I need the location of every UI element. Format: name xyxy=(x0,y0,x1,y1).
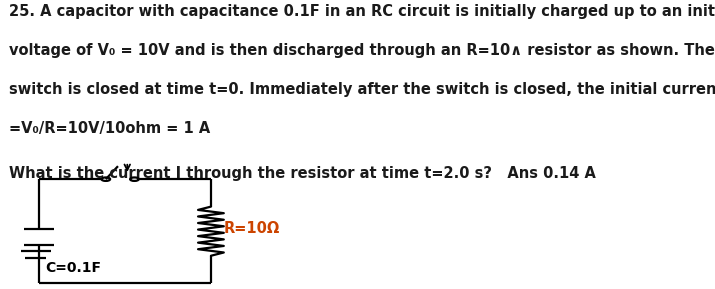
Text: =V₀/R=10V/10ohm = 1 A: =V₀/R=10V/10ohm = 1 A xyxy=(9,121,209,136)
Text: C=0.1F: C=0.1F xyxy=(45,261,101,275)
Text: switch is closed at time t=0. Immediately after the switch is closed, the initia: switch is closed at time t=0. Immediatel… xyxy=(9,82,715,97)
Text: 25. A capacitor with capacitance 0.1F in an RC circuit is initially charged up t: 25. A capacitor with capacitance 0.1F in… xyxy=(9,4,715,19)
Text: R=10Ω: R=10Ω xyxy=(224,221,280,236)
Text: What is the current I through the resistor at time t=2.0 s?   Ans 0.14 A: What is the current I through the resist… xyxy=(9,166,596,181)
Text: voltage of V₀ = 10V and is then discharged through an R=10∧ resistor as shown. T: voltage of V₀ = 10V and is then discharg… xyxy=(9,43,714,58)
